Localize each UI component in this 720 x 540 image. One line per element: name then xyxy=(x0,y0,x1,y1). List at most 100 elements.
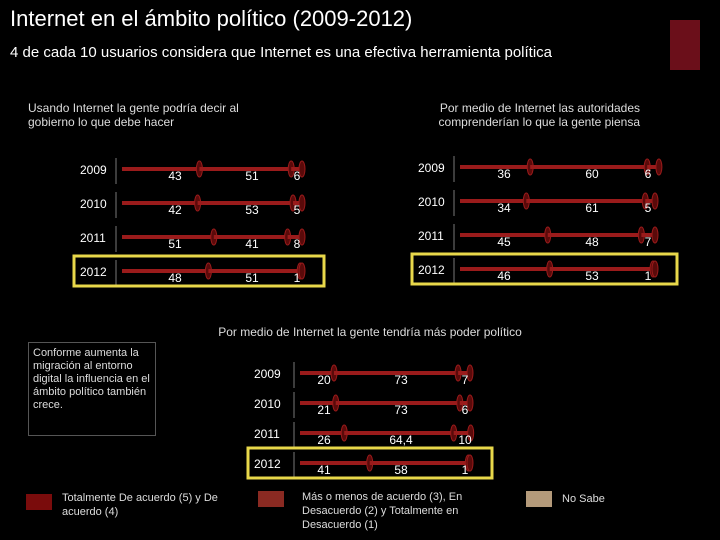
chart-3-segment-cap xyxy=(467,424,475,442)
chart-3-bar-segment xyxy=(300,431,345,435)
chart-3-year-label: 2010 xyxy=(254,397,281,411)
chart-1-highlight-2012 xyxy=(72,254,326,288)
chart-3-bar-segment xyxy=(300,401,336,405)
chart-1-bar-segment xyxy=(122,269,209,273)
chart-1-value-label: 51 xyxy=(245,271,259,285)
chart-3-bar-segment xyxy=(458,371,470,375)
legend-swatch-agree xyxy=(26,494,52,510)
chart-1-bar-segment xyxy=(122,201,198,205)
chart-2-bar-segment xyxy=(460,199,527,203)
chart-1-bar-segment xyxy=(293,201,302,205)
chart-2-value-label: 45 xyxy=(497,235,511,249)
chart-1-year-label: 2011 xyxy=(80,231,106,245)
chart-2-value-label: 5 xyxy=(645,201,652,215)
chart-3-bar-segment xyxy=(344,431,454,435)
chart-2-year-label: 2010 xyxy=(418,195,445,209)
legend-label-nosabe: No Sabe xyxy=(562,493,605,505)
chart-1-segment-cap xyxy=(298,228,306,246)
chart-1-bar-segment xyxy=(213,235,288,239)
chart-1-value-label: 51 xyxy=(168,237,182,251)
chart-3-value-label: 7 xyxy=(462,373,469,387)
chart-3-value-label: 26 xyxy=(317,433,331,447)
chart-2-bar-segment xyxy=(647,165,659,169)
chart-2-bar-segment xyxy=(460,165,531,169)
chart-3-value-label: 20 xyxy=(317,373,331,387)
chart-3-year-label: 2011 xyxy=(254,427,280,441)
chart-1-segment-cap xyxy=(298,262,306,280)
chart-3-value-label: 41 xyxy=(317,463,331,477)
chart-1-value-label: 6 xyxy=(294,169,301,183)
chart-3-bar-segment xyxy=(369,461,469,465)
chart-3-value-label: 73 xyxy=(394,373,408,387)
chart-3-title: Por medio de Internet la gente tendría m… xyxy=(218,325,522,339)
chart-3-segment-cap xyxy=(466,454,474,472)
chart-3-bar-segment xyxy=(459,401,470,405)
chart-1-value-label: 5 xyxy=(294,203,301,217)
chart-2-value-label: 53 xyxy=(585,269,599,283)
chart-3-bar-segment xyxy=(453,431,471,435)
chart-2-segment-cap xyxy=(651,192,659,210)
chart-3-segment-cap xyxy=(466,364,474,382)
chart-2-year-label: 2011 xyxy=(418,229,444,243)
chart-1-bar-segment xyxy=(287,235,302,239)
chart-2-segment-cap xyxy=(651,226,659,244)
chart-1-segment-cap xyxy=(298,194,306,212)
chart-2-segment-cap xyxy=(655,158,663,176)
chart-1-year-label: 2012 xyxy=(80,265,107,279)
chart-2-bar-segment xyxy=(645,199,655,203)
chart-3-bar-segment xyxy=(334,371,459,375)
chart-2-value-label: 48 xyxy=(585,235,599,249)
chart-2-value-label: 61 xyxy=(585,201,599,215)
chart-2-value-label: 34 xyxy=(497,201,511,215)
chart-2-value-label: 7 xyxy=(645,235,652,249)
chart-3-value-label: 10 xyxy=(458,433,472,447)
chart-2-value-label: 1 xyxy=(645,269,652,283)
chart-2-title: Por medio de Internet las autoridades co… xyxy=(438,101,640,129)
chart-3-year-label: 2009 xyxy=(254,367,281,381)
chart-3-value-label: 21 xyxy=(317,403,331,417)
chart-2-bar-segment xyxy=(460,233,548,237)
chart-1-bar-segment xyxy=(122,235,214,239)
chart-3-bar-segment xyxy=(300,371,334,375)
chart-1-value-label: 53 xyxy=(245,203,259,217)
chart-1-value-label: 1 xyxy=(294,271,301,285)
chart-1-value-label: 41 xyxy=(245,237,259,251)
chart-1-bar-segment xyxy=(208,269,301,273)
chart-3-bar-segment xyxy=(300,461,370,465)
chart-3-value-label: 6 xyxy=(462,403,469,417)
chart-1-value-label: 8 xyxy=(294,237,301,251)
chart-2-value-label: 46 xyxy=(497,269,511,283)
chart-3-year-label: 2012 xyxy=(254,457,281,471)
legend-swatch-nosabe xyxy=(526,491,552,507)
chart-3-bar-segment xyxy=(335,401,460,405)
legend-label-agree: Totalmente De acuerdo (5) y De acuerdo (… xyxy=(62,492,218,518)
chart-2-bar-segment xyxy=(549,267,654,271)
chart-2-highlight-2012 xyxy=(410,252,679,286)
chart-1-value-label: 42 xyxy=(168,203,182,217)
chart-2-bar-segment xyxy=(641,233,655,237)
chart-2-bar-segment xyxy=(526,199,646,203)
chart-2-year-label: 2012 xyxy=(418,263,445,277)
legend-label-neutral: Más o menos de acuerdo (3), En Desacuerd… xyxy=(302,491,463,531)
chart-3-highlight-2012 xyxy=(246,446,494,480)
chart-1-bar-segment xyxy=(199,167,292,171)
chart-1-value-label: 48 xyxy=(168,271,182,285)
chart-2-year-label: 2009 xyxy=(418,161,445,175)
accent-bar xyxy=(670,20,700,70)
chart-2-segment-cap xyxy=(651,260,659,278)
chart-1-title: Usando Internet la gente podría decir al… xyxy=(28,101,239,129)
chart-1-bar-segment xyxy=(122,167,200,171)
chart-3-value-label: 1 xyxy=(462,463,469,477)
callout-note: Conforme aumenta la migración al entorno… xyxy=(28,342,156,436)
chart-2-bar-segment xyxy=(530,165,648,169)
chart-2-value-label: 6 xyxy=(645,167,652,181)
chart-2-bar-segment xyxy=(460,267,550,271)
chart-3-segment-cap xyxy=(466,394,474,412)
chart-2-value-label: 60 xyxy=(585,167,599,181)
page-subtitle: 4 de cada 10 usuarios considera que Inte… xyxy=(10,44,553,61)
chart-2-value-label: 36 xyxy=(497,167,511,181)
chart-1-year-label: 2010 xyxy=(80,197,107,211)
chart-1-value-label: 51 xyxy=(245,169,259,183)
chart-1-value-label: 43 xyxy=(168,169,182,183)
